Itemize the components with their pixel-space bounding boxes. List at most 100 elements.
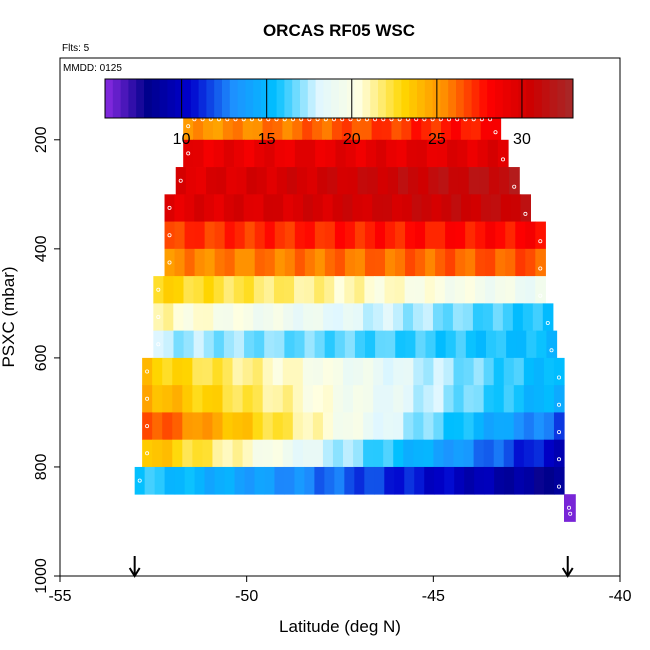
heatmap-cell: [163, 276, 175, 304]
heatmap-cell: [374, 466, 385, 495]
heatmap-cell: [443, 439, 455, 468]
heatmap-cell: [480, 194, 492, 222]
heatmap-cell: [292, 412, 304, 441]
heatmap-cell: [286, 167, 298, 195]
heatmap-cell: [463, 385, 475, 413]
heatmap-cell: [332, 412, 344, 441]
heatmap-cell: [386, 139, 397, 168]
track-point: [567, 505, 572, 510]
heatmap-cell: [522, 303, 534, 332]
heatmap-cell: [232, 112, 244, 141]
heatmap-cell: [434, 466, 445, 495]
heatmap-cell: [273, 194, 284, 222]
heatmap-cell: [294, 139, 306, 168]
heatmap-cell: [312, 194, 324, 222]
heatmap-cell: [414, 276, 426, 304]
heatmap-cell: [236, 167, 248, 195]
heatmap-cell: [282, 412, 294, 441]
heatmap-cell: [175, 167, 187, 195]
heatmap-cell: [383, 303, 394, 332]
heatmap-cell: [473, 385, 485, 413]
heatmap-band-12: [142, 439, 565, 468]
heatmap-cell: [431, 112, 442, 141]
heatmap-cell: [495, 276, 506, 304]
heatmap-cell: [523, 412, 535, 441]
heatmap-cell: [377, 167, 389, 195]
heatmap-cell: [262, 112, 274, 141]
heatmap-band-14: [564, 494, 576, 522]
heatmap-cell: [152, 439, 163, 468]
heatmap-cell: [444, 276, 456, 304]
heatmap-cell: [242, 439, 254, 468]
heatmap-cell: [492, 303, 504, 332]
heatmap-cell: [314, 466, 325, 495]
heatmap-cell: [433, 439, 445, 468]
heatmap-cell: [474, 466, 485, 495]
heatmap-cell: [282, 439, 294, 468]
heatmap-cell: [403, 439, 414, 468]
heatmap-cell: [406, 139, 418, 168]
down-arrow-icon: [561, 556, 574, 578]
track-point: [186, 124, 191, 129]
y-tick-label: 200: [33, 126, 50, 153]
heatmap-cell: [485, 276, 496, 304]
heatmap-cell: [223, 330, 235, 359]
heatmap-cell: [423, 439, 435, 468]
colorbar-frame: [104, 78, 574, 119]
track-point: [156, 342, 161, 347]
heatmap-cell: [182, 412, 193, 441]
heatmap-cell: [294, 276, 305, 304]
heatmap-cell: [363, 357, 374, 386]
heatmap-cell: [317, 167, 328, 195]
heatmap-cell: [212, 385, 224, 413]
heatmap-cell: [413, 439, 424, 468]
heatmap-cell: [182, 439, 193, 468]
heatmap-cell: [264, 248, 276, 277]
colorbar-swatch: [229, 79, 239, 118]
colorbar-swatch: [440, 79, 449, 118]
heatmap-cell: [415, 221, 426, 250]
heatmap-cell: [365, 330, 376, 359]
heatmap-cell: [503, 439, 515, 468]
heatmap-cell: [304, 248, 316, 277]
heatmap-cell: [503, 357, 515, 386]
track-point: [557, 375, 562, 380]
heatmap-cell: [450, 112, 462, 141]
heatmap-cell: [194, 221, 206, 250]
heatmap-cell: [304, 466, 315, 495]
heatmap-cell: [274, 466, 286, 495]
heatmap-cell: [335, 139, 347, 168]
heatmap-cell: [391, 194, 403, 222]
heatmap-band-3: [164, 194, 531, 222]
heatmap-cell: [431, 194, 443, 222]
heatmap-cell: [480, 112, 492, 141]
heatmap-cell: [173, 276, 185, 304]
heatmap-cell: [515, 276, 526, 304]
heatmap-cell: [183, 330, 195, 359]
heatmap-cell: [403, 385, 414, 413]
heatmap-cell: [405, 221, 416, 250]
heatmap-cell: [395, 330, 406, 359]
heatmap-cell: [294, 221, 306, 250]
heatmap-cell: [524, 466, 535, 495]
heatmap-cell: [172, 385, 183, 413]
heatmap-cell: [273, 276, 285, 304]
heatmap-cell: [515, 221, 526, 250]
heatmap-cell: [142, 412, 153, 441]
heatmap-cell: [461, 194, 472, 222]
heatmap-cell: [296, 167, 308, 195]
heatmap-cell: [305, 139, 316, 168]
heatmap-cell: [506, 330, 517, 359]
plot-frame: [59, 57, 621, 577]
heatmap-cell: [203, 276, 215, 304]
heatmap-cell: [525, 248, 536, 277]
heatmap-cell: [553, 357, 565, 386]
colorbar-swatch: [346, 79, 356, 118]
heatmap-cell: [172, 412, 183, 441]
heatmap-cell: [396, 139, 408, 168]
heatmap-cell: [412, 303, 424, 332]
heatmap-cell: [292, 385, 304, 413]
heatmap-cell: [484, 466, 495, 495]
heatmap-cell: [163, 303, 174, 332]
